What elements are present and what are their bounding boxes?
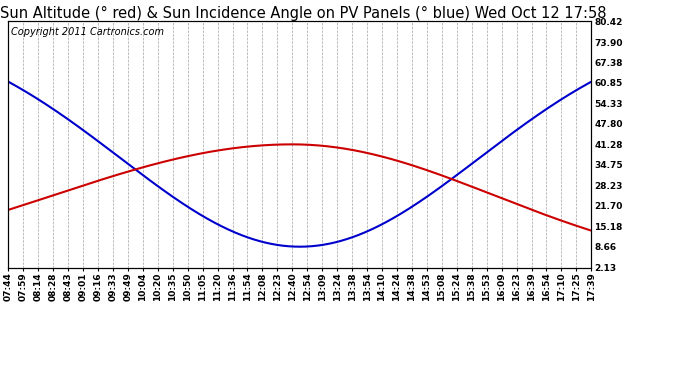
Text: Copyright 2011 Cartronics.com: Copyright 2011 Cartronics.com	[11, 27, 164, 37]
Text: Sun Altitude (° red) & Sun Incidence Angle on PV Panels (° blue) Wed Oct 12 17:5: Sun Altitude (° red) & Sun Incidence Ang…	[1, 6, 607, 21]
